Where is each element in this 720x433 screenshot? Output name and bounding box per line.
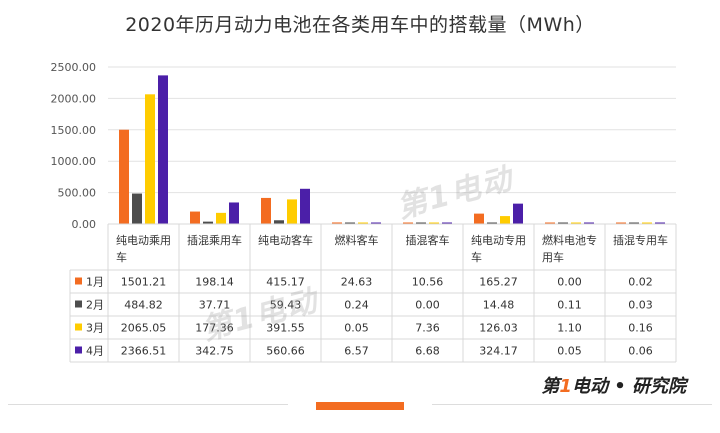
legend-label: 3月: [86, 322, 104, 335]
bar: [629, 222, 639, 224]
x-category-label: 纯电动客车: [258, 233, 313, 247]
data-label: 484.82: [124, 299, 163, 312]
bar: [345, 222, 355, 224]
data-label: 0.24: [344, 299, 369, 312]
data-label: 0.05: [344, 322, 369, 335]
bar: [190, 211, 200, 224]
data-label: 198.14: [195, 276, 234, 289]
bar: [429, 222, 439, 224]
x-category-label: 插混专用车: [613, 233, 668, 247]
data-label: 126.03: [479, 322, 518, 335]
data-label: 0.11: [557, 299, 582, 312]
y-tick-label: 500.00: [58, 187, 97, 200]
data-label: 14.48: [483, 299, 515, 312]
data-label: 165.27: [479, 276, 518, 289]
data-label: 324.17: [479, 345, 518, 358]
bar: [642, 222, 652, 224]
data-label: 415.17: [266, 276, 305, 289]
bar: [216, 212, 226, 224]
data-label: 0.00: [415, 299, 440, 312]
data-label: 0.05: [557, 345, 582, 358]
legend-label: 4月: [86, 345, 104, 358]
data-label: 37.71: [199, 299, 231, 312]
data-label: 560.66: [266, 345, 305, 358]
data-label: 1.10: [557, 322, 582, 335]
bar: [571, 222, 581, 224]
bar: [545, 222, 555, 224]
legend-label: 1月: [86, 276, 104, 289]
bar: [300, 188, 310, 224]
x-category-label: 燃料电池专: [542, 233, 597, 247]
bar: [287, 199, 297, 224]
data-label: 7.36: [415, 322, 440, 335]
legend-swatch: [75, 346, 82, 354]
y-tick-label: 0.00: [72, 218, 97, 231]
footer-logo-prefix: 第: [541, 376, 560, 397]
bar: [487, 222, 497, 224]
x-category-label: 用车: [542, 250, 564, 264]
bar: [145, 94, 155, 225]
footer-accent-bar: [316, 402, 404, 410]
bar: [203, 221, 213, 224]
x-category-label: 纯电动专用: [471, 233, 526, 247]
bar: [616, 222, 626, 224]
bar: [558, 222, 568, 224]
bar: [655, 222, 665, 224]
bar: [371, 222, 381, 224]
data-label: 0.06: [628, 345, 653, 358]
data-label: 0.00: [557, 276, 582, 289]
data-label: 0.03: [628, 299, 653, 312]
bar: [229, 202, 239, 224]
x-category-label: 插混乘用车: [187, 233, 242, 247]
bar: [158, 75, 168, 224]
chart-title: 2020年历月动力电池在各类用车中的搭载量（MWh）: [125, 14, 595, 36]
bar: [261, 197, 271, 224]
data-label: 342.75: [195, 345, 234, 358]
bar: [274, 220, 284, 224]
y-tick-label: 1000.00: [51, 155, 97, 168]
bar: [416, 222, 426, 224]
data-label: 391.55: [266, 322, 305, 335]
bar: [513, 203, 523, 224]
x-category-label: 燃料客车: [335, 233, 379, 247]
data-label: 2065.05: [121, 322, 167, 335]
legend-swatch: [75, 277, 82, 285]
bar: [500, 216, 510, 224]
data-label: 2366.51: [121, 345, 167, 358]
legend-swatch: [75, 300, 82, 308]
footer-divider: [8, 404, 288, 405]
bar: [584, 222, 594, 224]
data-label: 6.68: [415, 345, 440, 358]
bar: [119, 129, 129, 224]
footer-divider: [432, 404, 712, 405]
x-category-label: 插混客车: [406, 233, 450, 247]
data-label: 24.63: [341, 276, 373, 289]
data-label: 177.36: [195, 322, 234, 335]
legend-swatch: [75, 323, 82, 331]
y-tick-label: 2000.00: [51, 92, 97, 105]
bar: [132, 193, 142, 224]
footer-logo-suffix: 电动 • 研究院: [571, 376, 686, 397]
bar: [403, 222, 413, 224]
footer-logo: 第1电动 • 研究院: [541, 372, 686, 398]
bar: [332, 222, 342, 224]
data-label: 10.56: [412, 276, 444, 289]
bar: [358, 222, 368, 224]
data-label: 0.16: [628, 322, 653, 335]
data-label: 0.02: [628, 276, 653, 289]
data-label: 59.43: [270, 299, 302, 312]
x-category-label: 纯电动乘用: [116, 234, 171, 247]
data-label: 6.57: [344, 345, 369, 358]
x-category-label: 车: [116, 250, 127, 264]
x-category-label: 车: [471, 250, 482, 264]
footer-logo-number: 1: [559, 376, 572, 397]
y-tick-label: 2500.00: [51, 61, 97, 74]
y-tick-label: 1500.00: [51, 124, 97, 137]
bar: [474, 213, 484, 224]
legend-label: 2月: [86, 299, 104, 312]
bar: [442, 222, 452, 224]
data-label: 1501.21: [121, 276, 167, 289]
